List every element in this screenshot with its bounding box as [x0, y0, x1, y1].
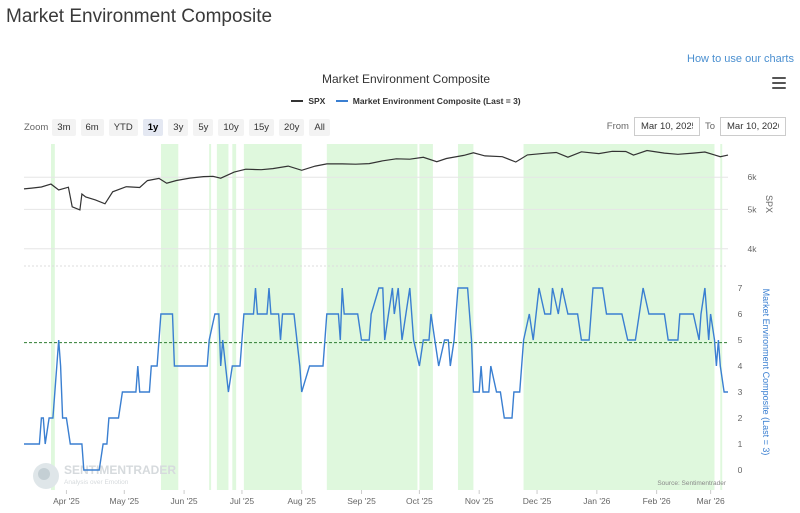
from-label: From [606, 121, 629, 132]
composite-tick-label: 2 [738, 413, 743, 423]
composite-tick-label: 6 [738, 309, 743, 319]
chart-title: Market Environment Composite [321, 72, 491, 86]
sentimentrader-watermark: SENTIMENTRADER Analysis over Emotion [33, 463, 176, 489]
zoom-button-3m[interactable]: 3m [52, 119, 76, 136]
chart-legend: SPX Market Environment Composite (Last =… [0, 94, 800, 106]
legend-label-spx: SPX [308, 96, 326, 106]
shaded-region [243, 144, 302, 490]
zoom-button-ytd[interactable]: YTD [108, 119, 138, 136]
spx-tick-label: 4k [748, 244, 758, 254]
x-tick-label: Feb '26 [643, 496, 671, 506]
zoom-button-10y[interactable]: 10y [218, 119, 244, 136]
legend-item-composite[interactable]: Market Environment Composite (Last = 3) [335, 96, 521, 106]
x-axis-ticks: Apr '25 May '25 Jun '25 Jul '25 Aug '25 Sep '… [53, 490, 725, 506]
page-title: Market Environment Composite [6, 6, 273, 27]
zoom-label: Zoom [24, 122, 49, 133]
legend-label-composite: Market Environment Composite (Last = 3) [352, 96, 521, 106]
composite-tick-label: 4 [738, 361, 743, 371]
shaded-region [209, 144, 212, 490]
zoom-bar: Zoom 3m 6m YTD 1y 3y 5y 10y 15y 20y All [24, 119, 335, 136]
x-tick-label: Oct '25 [406, 496, 433, 506]
watermark-tagline: Analysis over Emotion [64, 479, 129, 486]
spx-axis-title: SPX [764, 195, 774, 213]
x-tick-label: Apr '25 [53, 496, 80, 506]
hamburger-menu-icon[interactable] [772, 77, 786, 89]
shaded-region [326, 144, 418, 490]
legend-swatch-composite [335, 100, 348, 102]
spx-series-line [23, 149, 729, 211]
spx-tick-label: 5k [748, 204, 758, 214]
x-tick-label: Dec '25 [523, 496, 552, 506]
x-tick-label: Jul '25 [230, 496, 255, 506]
x-tick-label: Jun '25 [171, 496, 198, 506]
x-tick-label: Aug '25 [287, 496, 316, 506]
shaded-regions [51, 144, 723, 490]
from-date-input[interactable] [633, 117, 700, 136]
grid-lines [24, 176, 728, 267]
to-date-input[interactable] [720, 117, 786, 136]
shaded-region [720, 144, 723, 490]
legend-item-spx[interactable]: SPX [291, 96, 325, 106]
shaded-region [216, 144, 229, 490]
source-note: Source: Sentimentrader [657, 480, 726, 487]
composite-series-line [24, 287, 728, 471]
zoom-button-6m[interactable]: 6m [80, 119, 104, 136]
zoom-button-15y[interactable]: 15y [248, 119, 275, 136]
x-tick-label: Nov '25 [465, 496, 494, 506]
spx-axis-ticks: 4k 5k 6k [748, 172, 758, 254]
date-range-selector: From To [602, 117, 786, 136]
spx-tick-label: 6k [748, 172, 758, 182]
to-label: To [704, 121, 715, 132]
shaded-region [457, 144, 474, 490]
composite-axis-title: Market Environment Composite (Last = 3) [761, 289, 771, 456]
x-tick-label: May '25 [110, 496, 140, 506]
help-link[interactable]: How to use our charts [687, 53, 794, 65]
composite-axis-ticks: 0 1 2 3 4 5 6 7 [738, 283, 743, 475]
watermark-brand: SENTIMENTRADER [64, 463, 176, 477]
shaded-region [160, 144, 179, 490]
x-tick-label: Mar '26 [697, 496, 725, 506]
composite-tick-label: 3 [738, 387, 743, 397]
legend-swatch-spx [291, 100, 304, 102]
x-tick-label: Jan '26 [583, 496, 610, 506]
x-tick-label: Sep '25 [347, 496, 376, 506]
zoom-button-20y[interactable]: 20y [279, 119, 305, 136]
shaded-region [419, 144, 433, 490]
composite-tick-label: 5 [738, 335, 743, 345]
zoom-button-1y[interactable]: 1y [142, 119, 164, 136]
composite-tick-label: 1 [738, 439, 743, 449]
zoom-button-5y[interactable]: 5y [193, 119, 214, 136]
shaded-region [523, 144, 715, 490]
composite-tick-label: 7 [738, 283, 743, 293]
zoom-button-all[interactable]: All [309, 119, 330, 136]
zoom-button-3y[interactable]: 3y [168, 119, 189, 136]
composite-tick-label: 0 [738, 465, 743, 475]
shaded-region [232, 144, 237, 490]
shaded-region [51, 144, 55, 490]
